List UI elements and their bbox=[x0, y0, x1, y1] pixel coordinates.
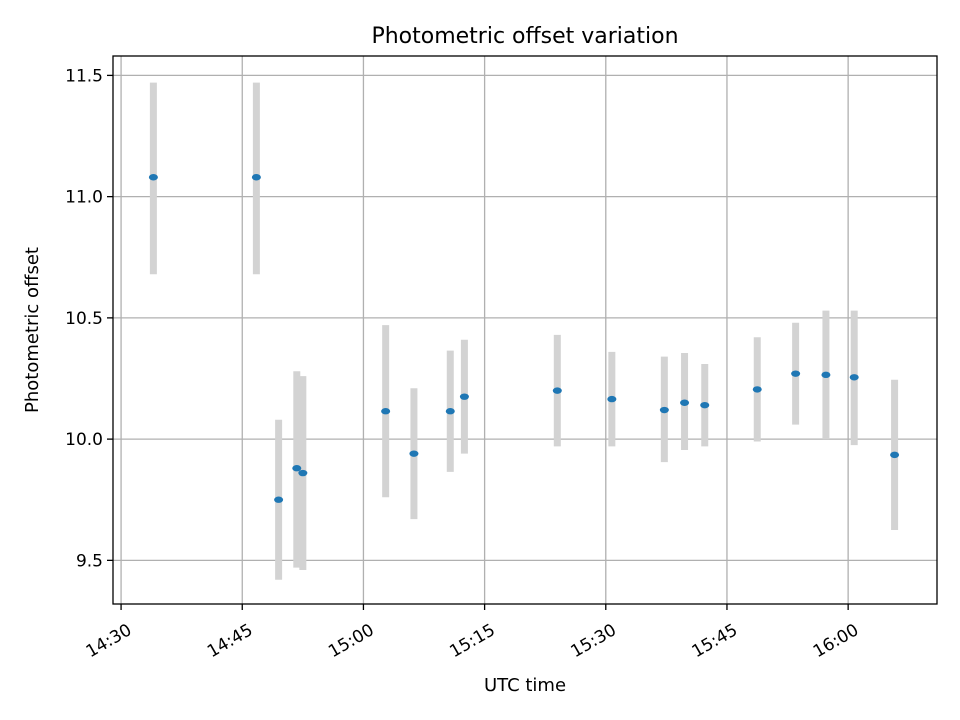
y-tick-label: 10.0 bbox=[65, 430, 103, 450]
plot-frame bbox=[112, 55, 938, 605]
y-axis-ticks: 9.5 10.0 10.5 11.0 11.5 bbox=[65, 66, 113, 571]
data-point bbox=[409, 450, 419, 457]
grid bbox=[113, 56, 937, 604]
data-point bbox=[849, 374, 859, 381]
data-point bbox=[459, 393, 469, 400]
y-axis-label: Photometric offset bbox=[22, 247, 43, 413]
data-point bbox=[381, 408, 391, 415]
data-point bbox=[821, 371, 831, 379]
y-tick-label: 10.5 bbox=[65, 309, 103, 329]
data-point bbox=[680, 399, 690, 406]
data-point bbox=[607, 395, 617, 403]
data-point bbox=[659, 406, 669, 414]
x-axis-label: UTC time bbox=[484, 675, 566, 696]
data-point bbox=[791, 370, 801, 377]
data-point bbox=[274, 496, 284, 503]
data-point bbox=[298, 469, 308, 477]
data-point bbox=[752, 386, 762, 393]
data-point bbox=[148, 174, 158, 181]
data-point bbox=[292, 465, 302, 472]
y-tick-label: 9.5 bbox=[76, 551, 103, 571]
data-point bbox=[552, 387, 562, 394]
chart-title: Photometric offset variation bbox=[371, 24, 678, 49]
y-tick-label: 11.5 bbox=[65, 66, 103, 86]
data-point bbox=[700, 401, 710, 409]
y-tick-label: 11.0 bbox=[65, 188, 103, 208]
data-point bbox=[445, 408, 455, 415]
data-point bbox=[251, 174, 261, 181]
data-points bbox=[148, 174, 900, 503]
data-point bbox=[890, 451, 900, 459]
